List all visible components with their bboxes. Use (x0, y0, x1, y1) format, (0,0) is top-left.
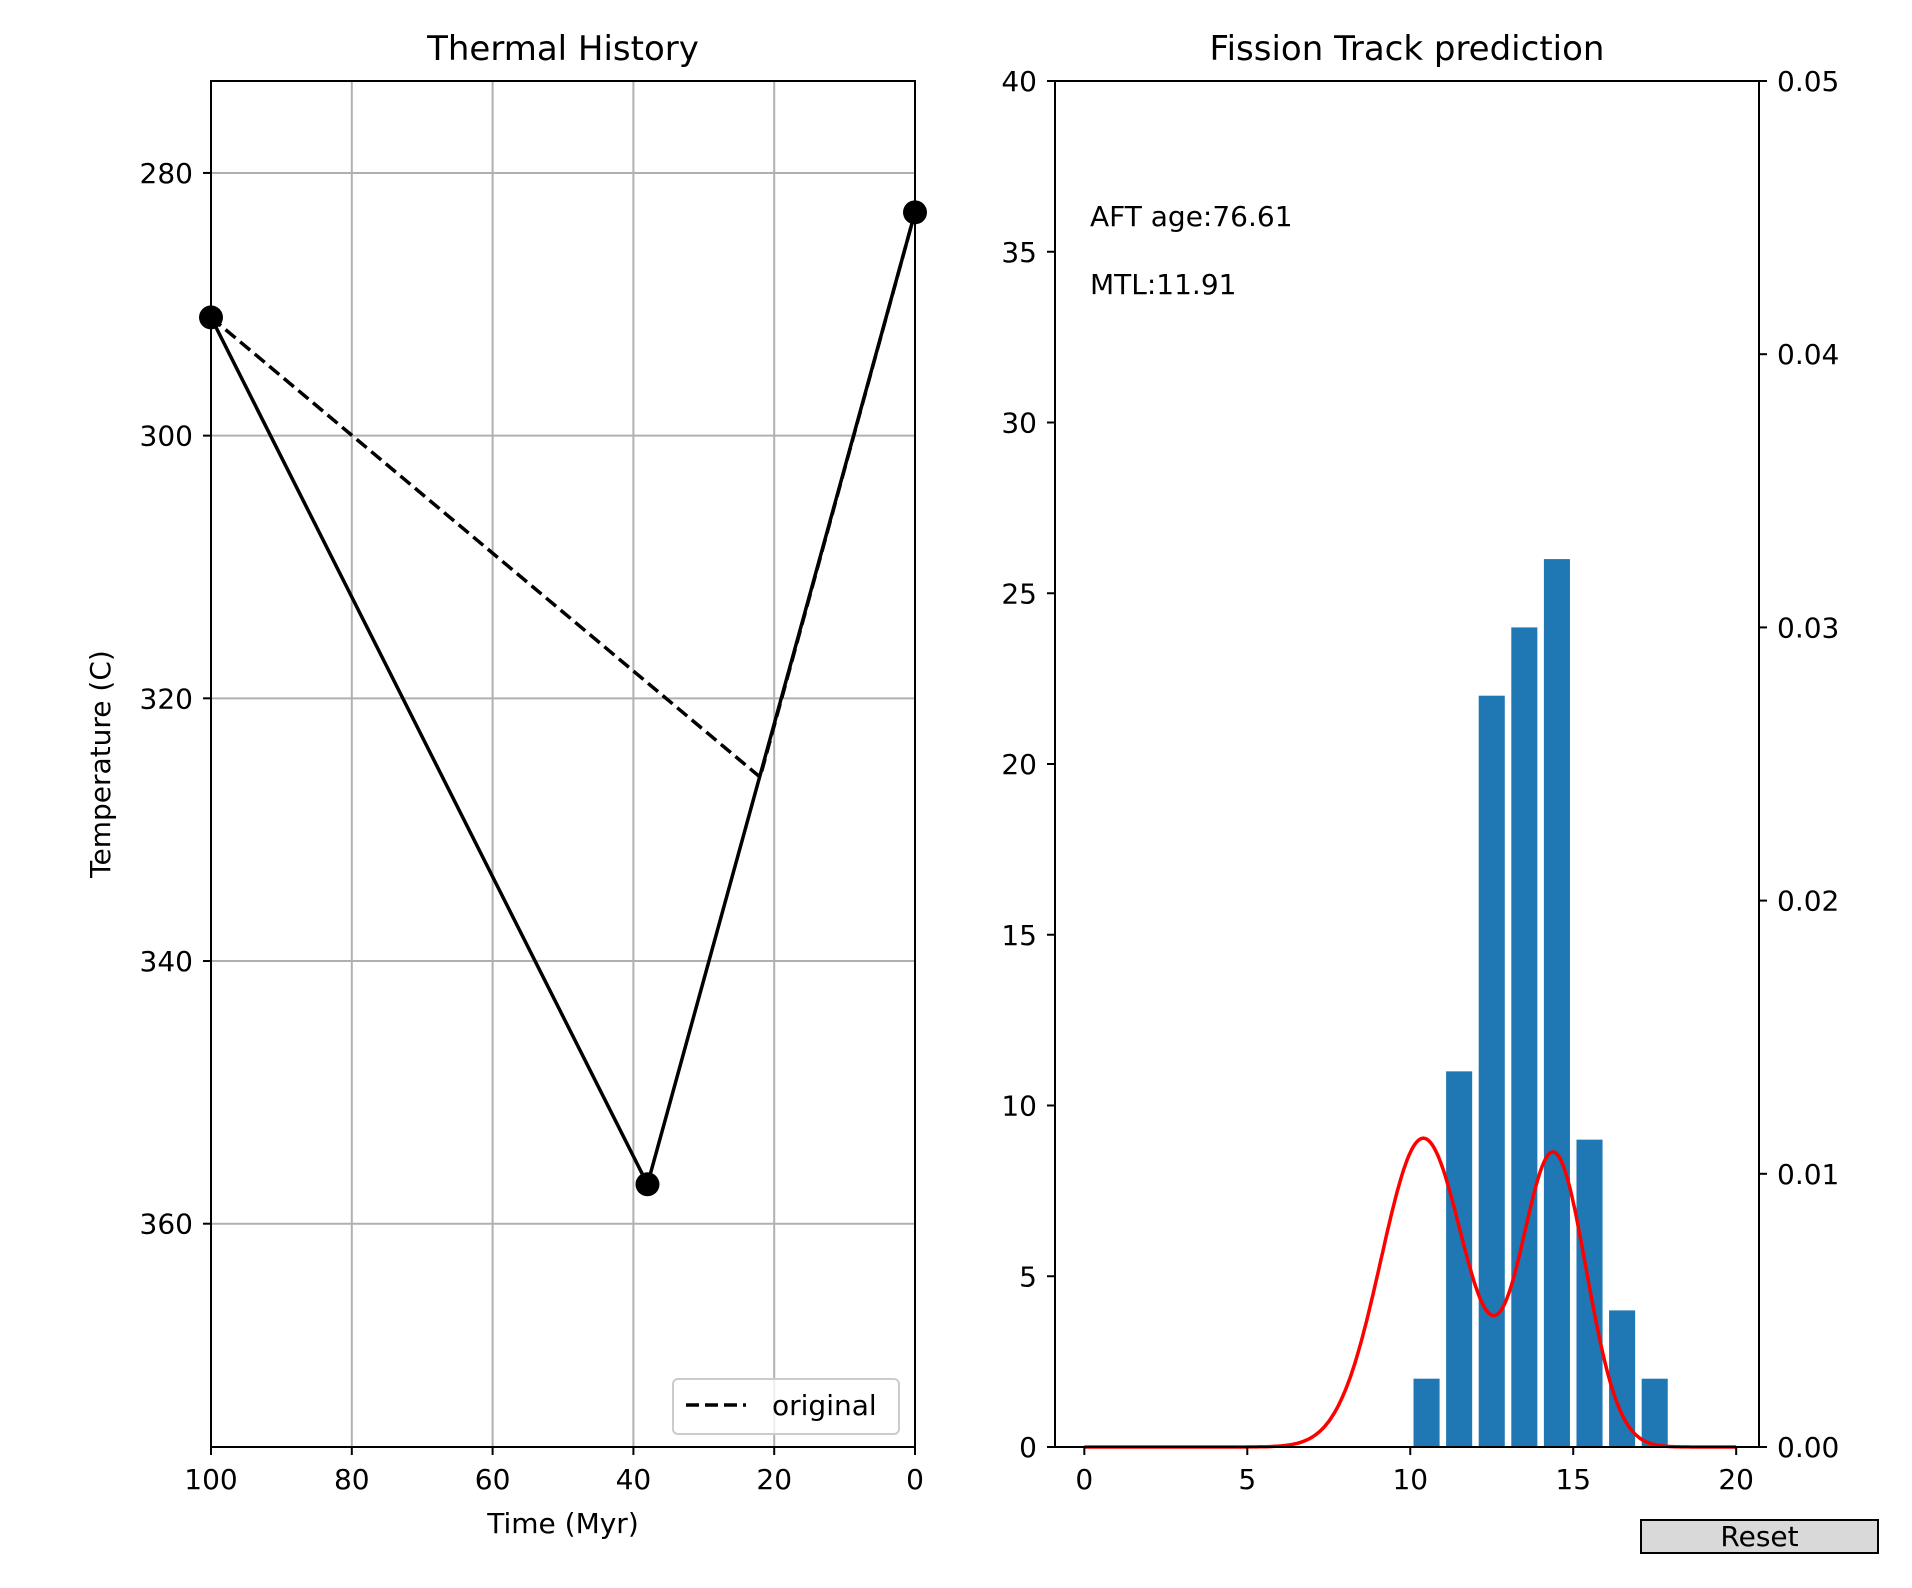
y-tick-label: 300 (140, 420, 193, 453)
y2-tick-label: 0.02 (1777, 885, 1839, 918)
y2-tick-label: 0.03 (1777, 611, 1839, 644)
aft-age-annotation: AFT age:76.61 (1090, 200, 1293, 233)
thermal-history-frame (210, 80, 916, 1448)
reset-button[interactable]: Reset (1640, 1519, 1879, 1554)
x-tick-label: 60 (475, 1463, 511, 1496)
histogram-bar (1478, 695, 1505, 1447)
y-tick-label: 360 (140, 1208, 193, 1241)
legend-box (672, 1378, 900, 1435)
fission-track-density-curve (1084, 1136, 1737, 1449)
x-tick-label: 10 (1392, 1463, 1428, 1496)
x-tick-label: 20 (756, 1463, 792, 1496)
fission-track-title: Fission Track prediction (1210, 29, 1605, 69)
y-tick-label: 15 (1001, 919, 1037, 952)
y-tick-label: 0 (1019, 1431, 1037, 1464)
fission-track-bars (1413, 559, 1668, 1447)
x-tick-label: 80 (334, 1463, 370, 1496)
y-tick-label: 40 (1001, 65, 1037, 98)
histogram-bar (1413, 1378, 1440, 1447)
x-tick-label: 40 (616, 1463, 652, 1496)
histogram-bar (1609, 1310, 1636, 1447)
thermal-history-title: Thermal History (426, 29, 699, 69)
x-tick-label: 20 (1718, 1463, 1754, 1496)
thermal-history-series (199, 200, 927, 1197)
histogram-bar (1543, 559, 1570, 1447)
y-tick-label: 25 (1001, 577, 1037, 610)
y2-tick-label: 0.04 (1777, 338, 1839, 371)
mtl-annotation: MTL:11.91 (1090, 268, 1236, 301)
fission-track-y-ticks: 0 5 10 15 20 25 30 35 40 (1001, 65, 1055, 1464)
fission-track-y2-ticks: 0.00 0.01 0.02 0.03 0.04 0.05 (1759, 65, 1839, 1464)
y-tick-label: 340 (140, 945, 193, 978)
histogram-bar (1511, 627, 1538, 1447)
thermal-path-point (635, 1172, 660, 1197)
thermal-history-y-label: Temperature (C) (84, 650, 117, 879)
original-dashed-line (209, 211, 917, 781)
thermal-history-y-ticks: 280 300 320 340 360 (140, 157, 211, 1241)
y-tick-label: 10 (1001, 1090, 1037, 1123)
x-tick-label: 5 (1238, 1463, 1256, 1496)
y-tick-label: 320 (140, 682, 193, 715)
x-tick-label: 0 (906, 1463, 924, 1496)
y-tick-label: 280 (140, 157, 193, 190)
histogram-bar (1641, 1378, 1668, 1447)
thermal-history-legend: original (672, 1378, 900, 1435)
thermal-history-grid (210, 81, 916, 1447)
thermal-history-x-label: Time (Myr) (486, 1507, 639, 1540)
thermal-history-chart: 100 80 60 40 20 0 280 300 320 340 360 Thermal His… (84, 29, 927, 1540)
y-tick-label: 5 (1019, 1260, 1037, 1293)
y2-tick-label: 0.05 (1777, 65, 1839, 98)
y-tick-label: 30 (1001, 407, 1037, 440)
y2-tick-label: 0.00 (1777, 1431, 1839, 1464)
y-tick-label: 35 (1001, 236, 1037, 269)
legend-label-original: original (772, 1389, 877, 1422)
fission-track-x-ticks: 0 5 10 15 20 (1075, 1447, 1754, 1496)
x-tick-label: 0 (1075, 1463, 1093, 1496)
thermal-history-x-ticks: 100 80 60 40 20 0 (184, 1447, 924, 1496)
y2-tick-label: 0.01 (1777, 1158, 1839, 1191)
x-tick-label: 15 (1555, 1463, 1591, 1496)
y-tick-label: 20 (1001, 748, 1037, 781)
x-tick-label: 100 (184, 1463, 237, 1496)
